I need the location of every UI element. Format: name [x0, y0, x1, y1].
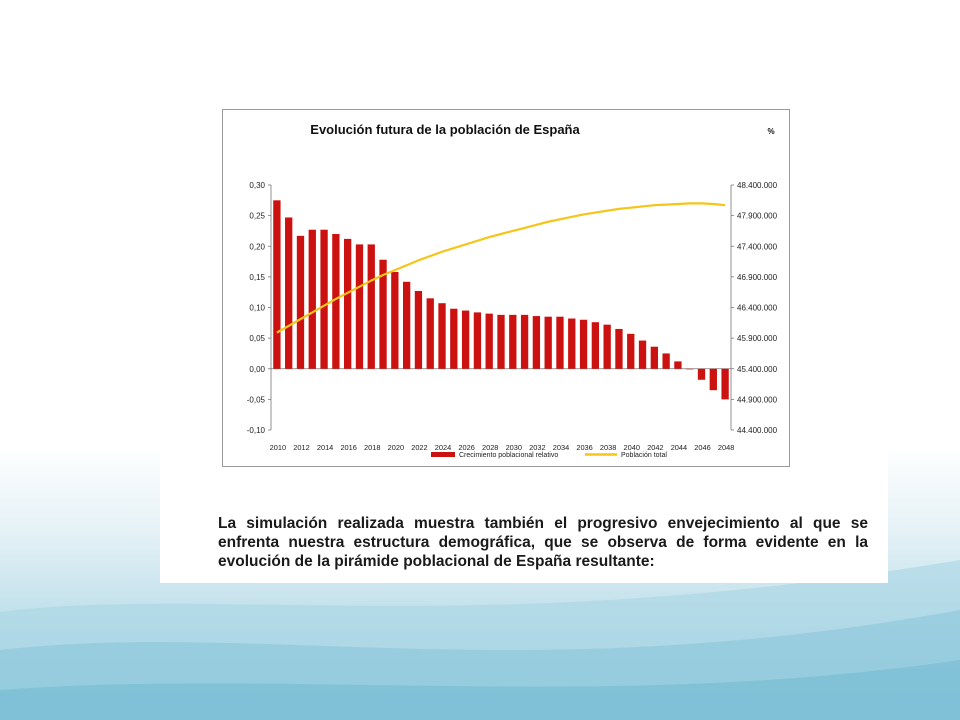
left-tick-label: 0,30	[249, 181, 265, 190]
bar-2042	[650, 346, 658, 369]
left-tick-label: 0,00	[249, 365, 265, 374]
chart-title: Evolución futura de la población de Espa…	[310, 122, 580, 137]
x-tick-label: 2038	[600, 443, 616, 452]
left-tick-label: -0,10	[247, 426, 266, 435]
right-tick-label: 45.900.000	[737, 334, 778, 343]
legend-swatch-bar	[431, 452, 455, 457]
bar-2047	[709, 368, 717, 391]
x-tick-label: 2010	[270, 443, 286, 452]
bar-2032	[532, 316, 541, 369]
bar-2018	[367, 244, 375, 369]
bar-2022	[414, 290, 423, 369]
population-chart: Evolución futura de la población de Espa…	[247, 122, 778, 459]
bar-2031	[520, 314, 529, 369]
slide-caption: La simulación realizada muestra también …	[218, 515, 868, 570]
bar-2048	[721, 368, 729, 400]
x-tick-label: 2046	[694, 443, 710, 452]
right-tick-label: 44.900.000	[737, 395, 778, 404]
bar-2040	[627, 333, 635, 369]
chart-frame: Evolución futura de la población de Espa…	[222, 109, 790, 467]
x-tick-label: 2024	[435, 443, 451, 452]
bar-2034	[556, 316, 564, 369]
bar-2030	[509, 314, 517, 369]
x-tick-label: 2020	[388, 443, 404, 452]
bar-2033	[544, 316, 552, 369]
right-tick-label: 47.900.000	[737, 212, 778, 221]
right-tick-label: 45.400.000	[737, 365, 778, 374]
bar-2015	[332, 234, 340, 369]
x-tick-label: 2036	[576, 443, 592, 452]
x-tick-label: 2016	[340, 443, 356, 452]
bar-2037	[591, 322, 600, 369]
bar-2011	[285, 217, 293, 369]
x-tick-label: 2026	[458, 443, 474, 452]
bar-2021	[402, 281, 411, 369]
bar-2039	[615, 328, 623, 369]
x-tick-label: 2032	[529, 443, 545, 452]
left-tick-label: 0,25	[249, 212, 265, 221]
bar-2014	[320, 229, 328, 369]
bar-2027	[473, 312, 482, 369]
bar-2046	[697, 368, 706, 380]
x-tick-label: 2040	[624, 443, 640, 452]
x-tick-label: 2030	[506, 443, 522, 452]
x-tick-label: 2012	[293, 443, 309, 452]
bar-2043	[662, 353, 670, 369]
x-tick-label: 2034	[553, 443, 569, 452]
legend-label-growth: Crecimiento poblacional relativo	[459, 452, 558, 459]
unit-label: %	[767, 127, 774, 136]
right-tick-label: 46.400.000	[737, 304, 778, 313]
bar-2017	[355, 244, 364, 369]
x-tick-label: 2044	[671, 443, 687, 452]
legend-label-population: Población total	[621, 452, 667, 459]
right-tick-label: 47.400.000	[737, 242, 778, 251]
left-tick-label: 0,15	[249, 273, 265, 282]
bar-2012	[296, 235, 305, 369]
bar-2010	[273, 200, 281, 369]
bar-2035	[568, 318, 576, 369]
bar-2020	[391, 271, 399, 369]
bar-2036	[579, 319, 588, 369]
slide-card: Evolución futura de la población de Espa…	[160, 86, 888, 583]
bar-2026	[461, 310, 470, 369]
bar-2028	[485, 313, 493, 369]
right-tick-label: 44.400.000	[737, 426, 778, 435]
x-tick-label: 2018	[364, 443, 380, 452]
bar-2023	[426, 298, 434, 369]
bar-2016	[344, 238, 352, 369]
left-tick-label: -0,05	[247, 395, 266, 404]
left-tick-label: 0,20	[249, 242, 265, 251]
x-tick-label: 2022	[411, 443, 427, 452]
left-tick-label: 0,10	[249, 304, 265, 313]
bar-2013	[308, 229, 316, 369]
bar-2045	[686, 368, 694, 370]
x-tick-label: 2014	[317, 443, 333, 452]
bar-2024	[438, 303, 446, 369]
bar-2029	[497, 314, 505, 369]
right-tick-label: 48.400.000	[737, 181, 778, 190]
population-line	[276, 202, 726, 334]
bar-2044	[674, 361, 682, 369]
right-tick-label: 46.900.000	[737, 273, 778, 282]
bar-2041	[638, 340, 647, 369]
x-tick-label: 2042	[647, 443, 663, 452]
bar-2019	[379, 259, 387, 369]
bar-2038	[603, 324, 611, 369]
left-tick-label: 0,05	[249, 334, 265, 343]
bar-2025	[450, 308, 458, 369]
x-tick-label: 2048	[718, 443, 734, 452]
x-tick-label: 2028	[482, 443, 498, 452]
